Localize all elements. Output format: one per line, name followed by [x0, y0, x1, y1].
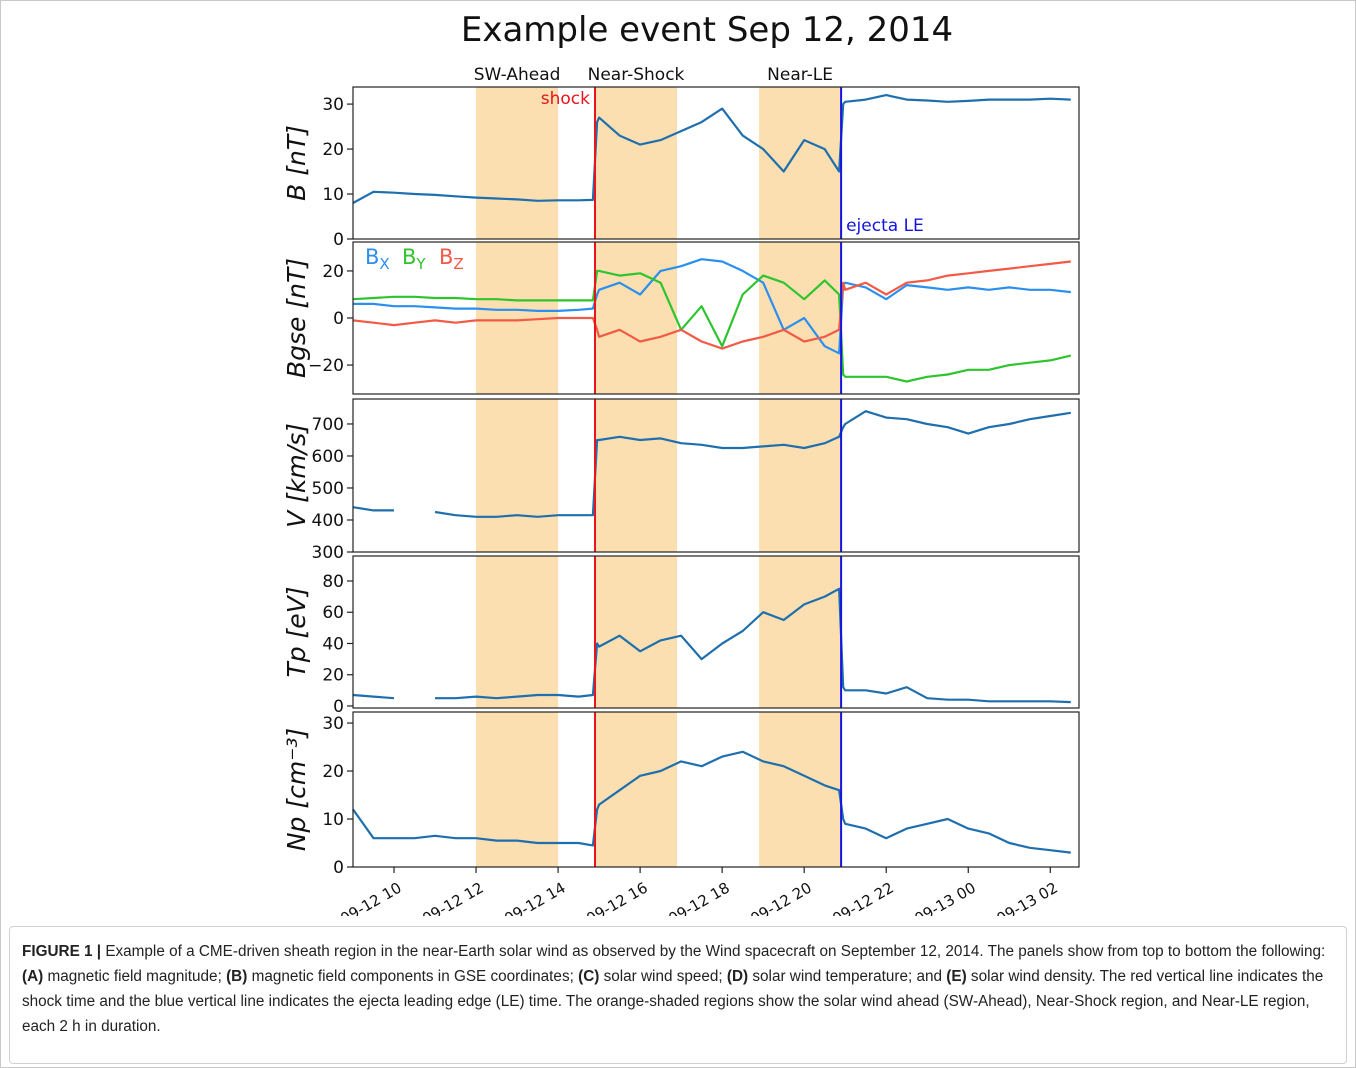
caption-label: (D)	[726, 968, 749, 985]
legend-entry: BZ	[439, 245, 464, 273]
y-tick-label: 10	[322, 810, 344, 830]
region-label: SW-Ahead	[474, 65, 561, 85]
caption: FIGURE 1 | Example of a CME-driven sheat…	[9, 926, 1347, 1064]
shaded-region	[595, 556, 678, 708]
caption-text: solar wind temperature; and	[748, 968, 947, 985]
shaded-region	[595, 87, 678, 239]
x-tick-label: 09-13 00	[911, 879, 978, 916]
region-label: Near-LE	[767, 65, 833, 85]
y-tick-label: 20	[322, 262, 344, 282]
x-tick-label: 09-12 16	[583, 879, 650, 916]
caption-label: (C)	[578, 968, 600, 985]
event-label: ejecta LE	[846, 216, 924, 236]
x-tick-label: 09-12 12	[419, 879, 486, 916]
y-tick-label: 700	[312, 415, 344, 435]
y-tick-label: 0	[333, 309, 344, 329]
chart-title: Example event Sep 12, 2014	[461, 10, 953, 50]
plot-frame	[352, 398, 1080, 553]
data-line	[352, 587, 1071, 704]
caption-text: solar wind density. The red vertical lin…	[22, 968, 1328, 1035]
y-tick-label: 30	[322, 714, 344, 734]
y-axis-label: V [km/s]	[282, 423, 311, 528]
legend-entry: BX	[365, 245, 390, 273]
region-label: Near-Shock	[588, 65, 685, 85]
y-axis-label: Np [cm⁻³]	[282, 728, 311, 851]
y-tick-label: 10	[322, 185, 344, 205]
shaded-region	[595, 242, 678, 394]
y-tick-label: 20	[322, 762, 344, 782]
x-tick-label: 09-12 22	[829, 879, 896, 916]
data-line	[352, 94, 1071, 204]
y-tick-label: 20	[322, 140, 344, 160]
y-tick-label: 20	[322, 666, 344, 686]
x-tick-label: 09-12 20	[747, 879, 814, 916]
caption-label: FIGURE 1 |	[22, 943, 102, 960]
plot-frame	[352, 711, 1080, 868]
plot-frame	[352, 555, 1080, 709]
data-line	[352, 269, 1072, 383]
y-tick-label: 300	[312, 543, 344, 563]
y-tick-label: 80	[322, 572, 344, 592]
shaded-region	[759, 87, 842, 239]
y-tick-label: 600	[312, 447, 344, 467]
shaded-region	[476, 87, 559, 239]
legend-entry: BY	[402, 245, 426, 273]
shaded-region	[476, 556, 559, 708]
event-label: shock	[541, 89, 590, 109]
data-line	[353, 258, 1071, 355]
y-axis-label: Bgse [nT]	[282, 258, 311, 378]
shaded-region	[759, 556, 842, 708]
caption-text: magnetic field magnitude;	[43, 968, 227, 985]
shaded-region	[476, 399, 559, 552]
caption-label: (A)	[22, 968, 44, 985]
caption-text: solar wind speed;	[599, 968, 727, 985]
y-tick-label: 60	[322, 603, 344, 623]
y-tick-label: 30	[322, 95, 344, 115]
caption-label: (B)	[226, 968, 248, 985]
chart: Example event Sep 12, 2014 0 10 20 30 B [nT]…	[282, 10, 1080, 916]
plot-frame	[352, 86, 1080, 240]
caption-text: magnetic field components in GSE coordin…	[247, 968, 579, 985]
shaded-region	[759, 242, 842, 394]
y-tick-label: 400	[312, 511, 344, 531]
data-line	[352, 750, 1071, 854]
x-tick-label: 09-12 18	[665, 879, 732, 916]
shaded-region	[595, 712, 678, 867]
data-line	[352, 260, 1071, 350]
data-line	[352, 410, 1071, 518]
y-tick-label: 0	[333, 858, 344, 878]
shaded-region	[759, 712, 842, 867]
y-tick-label: 500	[312, 479, 344, 499]
caption-label: (E)	[946, 968, 967, 985]
y-tick-label: 0	[333, 230, 344, 250]
y-axis-label: B [nT]	[282, 125, 311, 201]
y-tick-label: 40	[322, 634, 344, 654]
shaded-region	[595, 399, 678, 552]
y-tick-label: 0	[333, 697, 344, 717]
x-tick-label: 09-12 14	[501, 879, 568, 916]
shaded-region	[759, 399, 842, 552]
x-tick-label: 09-13 02	[993, 879, 1060, 916]
y-axis-label: Tp [eV]	[282, 586, 311, 677]
y-tick-label: −20	[308, 356, 344, 376]
x-tick-label: 09-12 10	[337, 879, 404, 916]
caption-text: Example of a CME-driven sheath region in…	[101, 943, 1330, 960]
